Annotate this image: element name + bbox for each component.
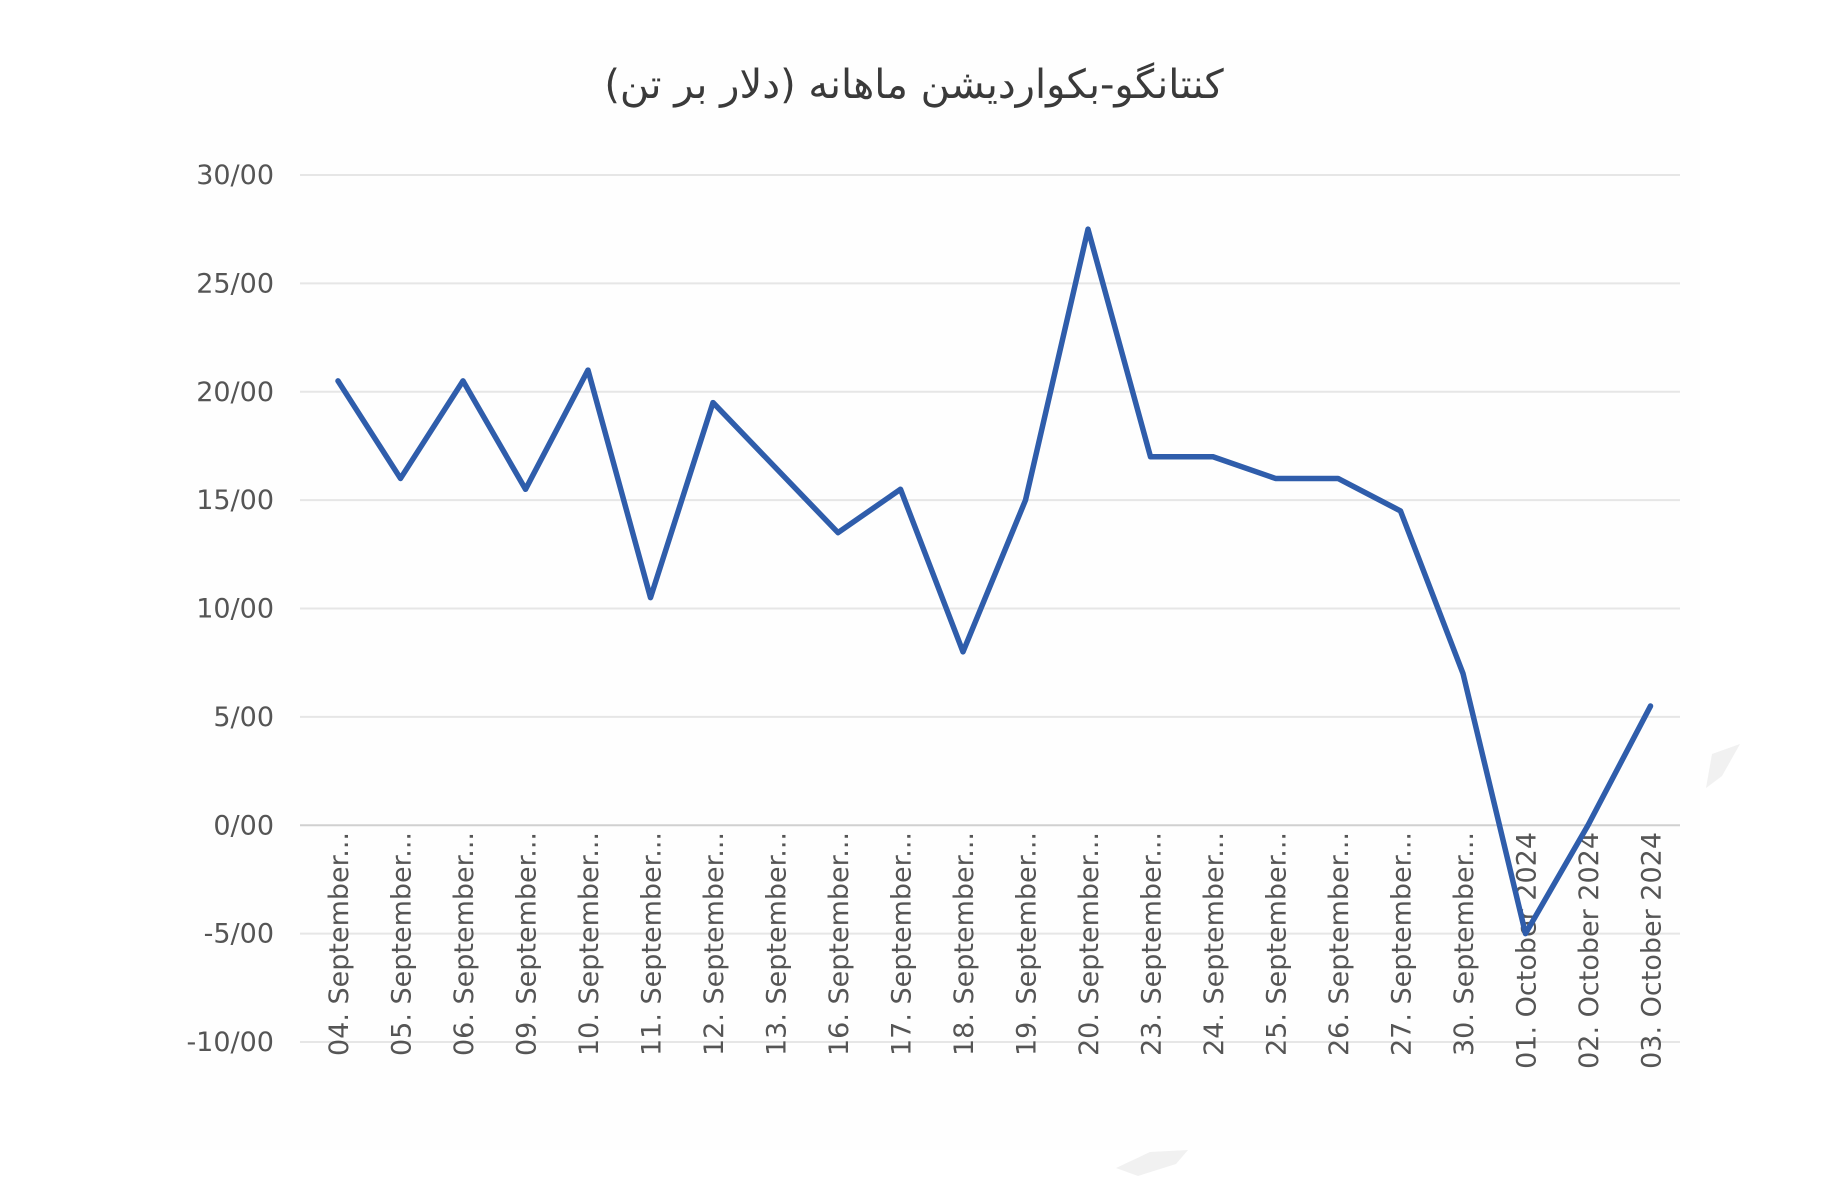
data-point [460, 378, 466, 384]
x-tick-label: 04. September... [324, 832, 355, 1056]
data-point [1398, 508, 1403, 514]
x-tick-label: 17. September... [887, 832, 918, 1056]
y-tick-label: -10/00 [186, 1027, 274, 1058]
data-point [1023, 497, 1028, 503]
x-tick-label: 30. September... [1449, 832, 1480, 1056]
x-tick-label: 09. September... [512, 832, 543, 1056]
y-tick-label: 15/00 [196, 485, 274, 516]
x-tick-label: 10. September... [574, 832, 605, 1056]
x-tick-label: 02. October 2024 [1574, 832, 1605, 1069]
y-tick-label: 10/00 [196, 594, 274, 625]
y-tick-label: 25/00 [196, 268, 274, 299]
x-tick-label: 18. September... [949, 832, 980, 1056]
y-tick-label: 5/00 [213, 702, 274, 733]
data-point [1273, 475, 1278, 481]
x-tick-label: 26. September... [1324, 832, 1355, 1056]
x-tick-label: 03. October 2024 [1637, 832, 1668, 1069]
y-tick-label: 0/00 [213, 810, 274, 841]
data-point [585, 367, 591, 373]
data-point [710, 400, 716, 406]
x-tick-label: 23. September... [1137, 832, 1168, 1056]
data-point [1460, 671, 1466, 677]
x-tick-label: 05. September... [387, 832, 418, 1056]
x-tick-label: 13. September... [762, 832, 793, 1056]
x-tick-label: 24. September... [1199, 832, 1230, 1056]
data-point [960, 649, 966, 655]
data-point [1523, 931, 1528, 937]
x-tick-label: 01. October 2024 [1512, 832, 1543, 1069]
chart-title: کنتانگو-بکواردیشن ماهانه (دلار بر تن) [604, 62, 1224, 108]
data-point [1585, 822, 1591, 828]
x-tick-label: 27. September... [1387, 832, 1418, 1056]
x-tick-label: 19. September... [1012, 832, 1043, 1056]
x-tick-label: 06. September... [449, 832, 480, 1056]
x-tick-label: 16. September... [824, 832, 855, 1056]
chart-panel [130, 40, 1700, 1150]
y-tick-label: 20/00 [196, 377, 274, 408]
data-point [1335, 475, 1341, 481]
y-tick-label: 30/00 [196, 160, 274, 191]
decorative-corner-mark [1706, 744, 1740, 788]
data-point [523, 486, 528, 492]
x-tick-label: 12. September... [699, 832, 730, 1056]
x-tick-label: 25. September... [1262, 832, 1293, 1056]
x-tick-label: 20. September... [1074, 832, 1105, 1056]
decorative-corner-mark [1116, 1150, 1188, 1176]
series-line [335, 226, 1654, 937]
data-point [335, 378, 341, 384]
data-point [773, 465, 778, 471]
data-point [1210, 454, 1216, 460]
data-point [648, 595, 653, 601]
data-point [1648, 703, 1653, 709]
data-point [898, 486, 903, 492]
data-point [1148, 454, 1153, 460]
x-tick-label: 11. September... [637, 832, 668, 1056]
data-point [398, 475, 403, 481]
data-point [835, 530, 841, 536]
y-tick-label: -5/00 [204, 919, 274, 950]
data-point [1085, 226, 1091, 232]
